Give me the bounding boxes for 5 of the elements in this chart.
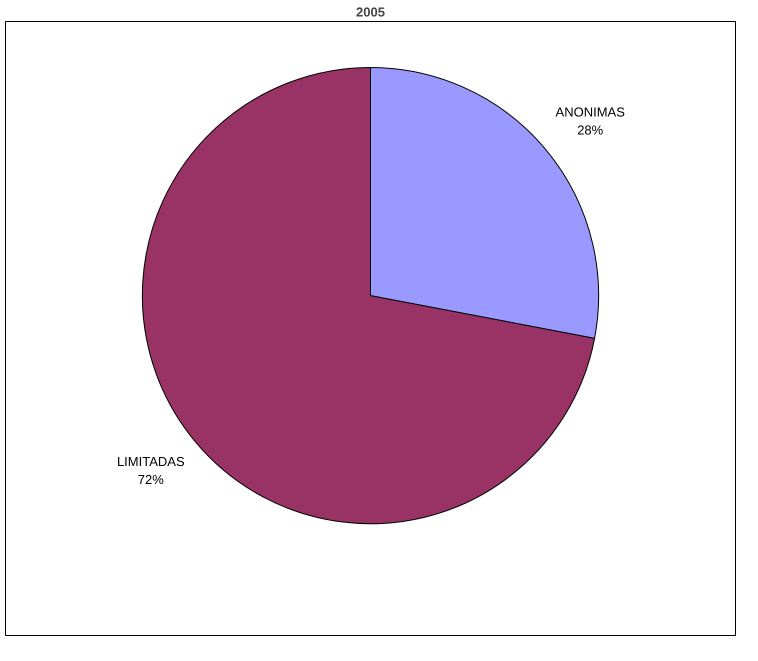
- slice-label: ANONIMAS: [556, 104, 626, 120]
- data-label: 28%: [577, 122, 604, 138]
- chart-title: 2005: [356, 4, 385, 20]
- slice-label: LIMITADAS: [116, 454, 185, 469]
- data-label: 72%: [138, 472, 164, 487]
